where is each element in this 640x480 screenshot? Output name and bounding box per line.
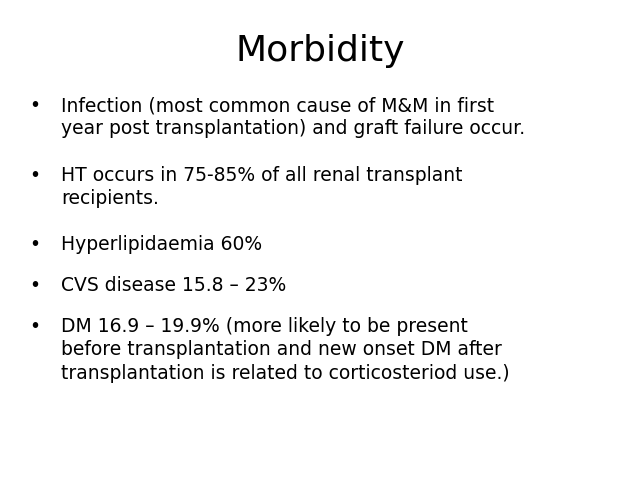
Text: CVS disease 15.8 – 23%: CVS disease 15.8 – 23%	[61, 276, 286, 295]
Text: Infection (most common cause of M&M in first
year post transplantation) and graf: Infection (most common cause of M&M in f…	[61, 96, 525, 139]
Text: •: •	[29, 235, 41, 254]
Text: •: •	[29, 317, 41, 336]
Text: Morbidity: Morbidity	[236, 34, 404, 68]
Text: •: •	[29, 166, 41, 185]
Text: •: •	[29, 276, 41, 295]
Text: DM 16.9 – 19.9% (more likely to be present
before transplantation and new onset : DM 16.9 – 19.9% (more likely to be prese…	[61, 317, 509, 383]
Text: Hyperlipidaemia 60%: Hyperlipidaemia 60%	[61, 235, 262, 254]
Text: •: •	[29, 96, 41, 115]
Text: HT occurs in 75-85% of all renal transplant
recipients.: HT occurs in 75-85% of all renal transpl…	[61, 166, 462, 208]
